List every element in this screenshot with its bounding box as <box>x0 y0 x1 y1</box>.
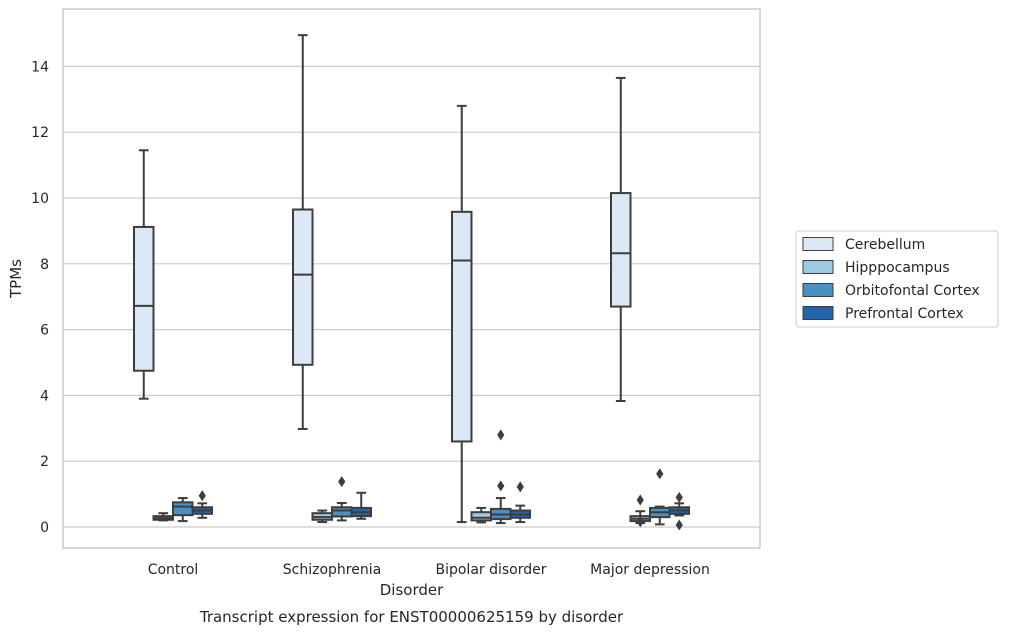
x-axis-label: Disorder <box>380 581 444 599</box>
y-tick-label: 0 <box>40 520 49 536</box>
box-0-3 <box>191 490 213 519</box>
legend-item: Cerebellum <box>802 237 925 253</box>
outlier-point <box>675 519 683 531</box>
y-tick-label: 12 <box>31 125 49 141</box>
plot-area <box>62 8 761 549</box>
outlier-point <box>338 476 346 488</box>
chart-caption: Transcript expression for ENST0000062515… <box>199 608 624 626</box>
outlier-point <box>675 491 683 503</box>
legend-item: Prefrontal Cortex <box>802 306 964 322</box>
legend-frame <box>795 230 999 328</box>
x-tick-label: Major depression <box>590 562 710 578</box>
x-tick-label: Schizophrenia <box>283 562 381 578</box>
y-tick-label: 14 <box>31 59 49 75</box>
box-3-1 <box>629 494 651 528</box>
y-axis-label: TPMs <box>7 259 25 299</box>
outlier-point <box>198 490 206 502</box>
box-body <box>610 192 632 308</box>
y-tick-label: 6 <box>40 323 49 339</box>
legend-swatch <box>802 237 834 251</box>
legend-item: Orbitofontal Cortex <box>802 283 980 299</box>
box-0-1 <box>152 512 174 522</box>
box-2-2 <box>490 429 512 525</box>
box-3-0 <box>610 76 632 402</box>
boxes <box>133 34 690 531</box>
box-2-0 <box>451 104 473 524</box>
y-tick-label: 4 <box>40 388 49 404</box>
box-body <box>331 506 353 518</box>
box-body <box>172 501 194 517</box>
outlier-point <box>636 494 644 506</box>
box-3-2 <box>649 468 671 526</box>
legend: Cerebellum Hipppocampus Orbitofontal Corte… <box>795 230 999 328</box>
box-3-3 <box>668 491 690 531</box>
outlier-point <box>636 516 644 528</box>
grid-lines <box>63 65 760 528</box>
x-tick-label: Bipolar disorder <box>435 562 546 578</box>
legend-item: Hipppocampus <box>802 260 950 276</box>
legend-swatch <box>802 283 834 297</box>
x-axis-ticks: Control Schizophrenia Bipolar disorder Majo… <box>148 562 710 578</box>
legend-label: Hipppocampus <box>845 260 950 276</box>
y-tick-label: 2 <box>40 454 49 470</box>
box-1-0 <box>292 34 314 430</box>
y-axis-ticks: 0 2 4 6 8 10 12 14 <box>31 59 49 536</box>
legend-swatch <box>802 306 834 320</box>
box-body <box>133 225 155 372</box>
box-2-3 <box>509 481 531 524</box>
outlier-point <box>656 468 664 480</box>
outlier-point <box>497 480 505 492</box>
outlier-point <box>516 481 524 493</box>
legend-label: Cerebellum <box>845 237 925 253</box>
box-0-2 <box>172 497 194 523</box>
box-0-0 <box>133 149 155 400</box>
box-1-3 <box>350 491 372 520</box>
outlier-point <box>497 429 505 441</box>
x-tick-label: Control <box>148 562 199 578</box>
legend-label: Prefrontal Cortex <box>845 306 964 322</box>
y-tick-label: 10 <box>31 191 49 207</box>
box-body <box>470 511 492 522</box>
y-tick-label: 8 <box>40 257 49 273</box>
box-body <box>451 210 473 443</box>
box-body <box>292 208 314 366</box>
box-1-1 <box>311 509 333 524</box>
legend-swatch <box>802 260 834 274</box>
legend-label: Orbitofontal Cortex <box>845 283 980 299</box>
